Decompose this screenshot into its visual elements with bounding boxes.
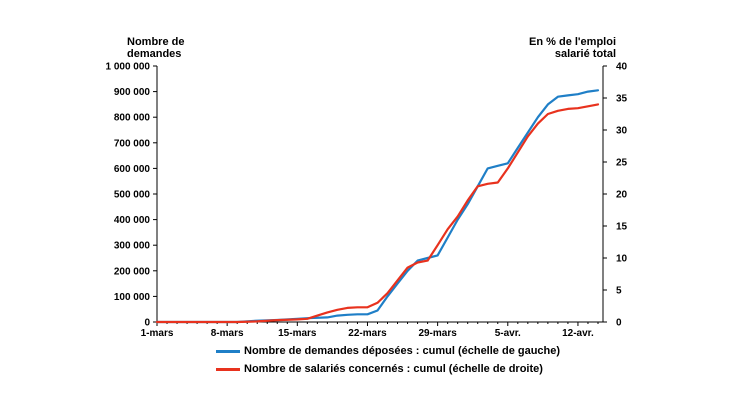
x-tick-label: 15-mars [278, 328, 317, 339]
y-left-tick-label: 600 000 [114, 164, 151, 175]
y-right-tick-label: 25 [616, 158, 628, 169]
x-tick-label: 12-avr. [562, 328, 594, 339]
x-tick-label: 1-mars [141, 328, 174, 339]
legend-swatch-red [216, 367, 240, 371]
y-left-tick-label: 400 000 [114, 215, 151, 226]
chart-series [155, 89, 600, 324]
y-axis-right-label-line1: En % de l'emploi [529, 36, 616, 48]
chart-legend: Nombre de demandes déposées : cumul (éch… [216, 342, 560, 378]
y-left-tick-label: 500 000 [114, 190, 151, 201]
y-left-tick-label: 200 000 [114, 266, 151, 277]
legend-label-demandes: Nombre de demandes déposées : cumul (éch… [244, 345, 561, 357]
y-right-tick-label: 15 [616, 222, 628, 233]
y-left-tick-label: 100 000 [114, 292, 151, 303]
y-axis-right-label: En % de l'emploi salarié total [520, 36, 616, 60]
y-left-tick-label: 300 000 [114, 241, 151, 252]
y-axis-left-label-line2: demandes [127, 48, 182, 60]
y-right-tick-label: 20 [616, 190, 628, 201]
legend-swatch-blue [216, 349, 240, 353]
y-left-tick-label: 800 000 [114, 113, 151, 124]
x-tick-label: 8-mars [211, 328, 244, 339]
y-right-tick-label: 0 [616, 318, 622, 329]
y-right-tick-label: 5 [616, 286, 622, 297]
y-right-tick-label: 40 [616, 62, 628, 73]
y-axis-right-label-line2: salarié total [554, 48, 616, 60]
x-tick-label: 29-mars [418, 328, 457, 339]
y-right-tick-label: 10 [616, 254, 628, 265]
x-tick-label: 5-avr. [495, 328, 521, 339]
y-right-tick-label: 35 [616, 94, 628, 105]
y-left-tick-label: 900 000 [114, 87, 151, 98]
legend-item-demandes: Nombre de demandes déposées : cumul (éch… [216, 342, 560, 360]
series-line-demandes [155, 89, 600, 324]
series-line-salaries [155, 103, 600, 324]
y-right-tick-label: 30 [616, 126, 628, 137]
legend-label-salaries: Nombre de salariés concernés : cumul (éc… [244, 363, 543, 375]
y-left-tick-label: 700 000 [114, 138, 151, 149]
legend-item-salaries: Nombre de salariés concernés : cumul (éc… [216, 360, 560, 378]
x-tick-label: 22-mars [348, 328, 387, 339]
y-left-tick-label: 1 000 000 [106, 62, 151, 73]
y-left-tick-label: 0 [144, 318, 150, 329]
y-axis-left-label-line1: Nombre de [127, 36, 185, 48]
y-axis-left-label: Nombre de demandes [127, 36, 207, 60]
